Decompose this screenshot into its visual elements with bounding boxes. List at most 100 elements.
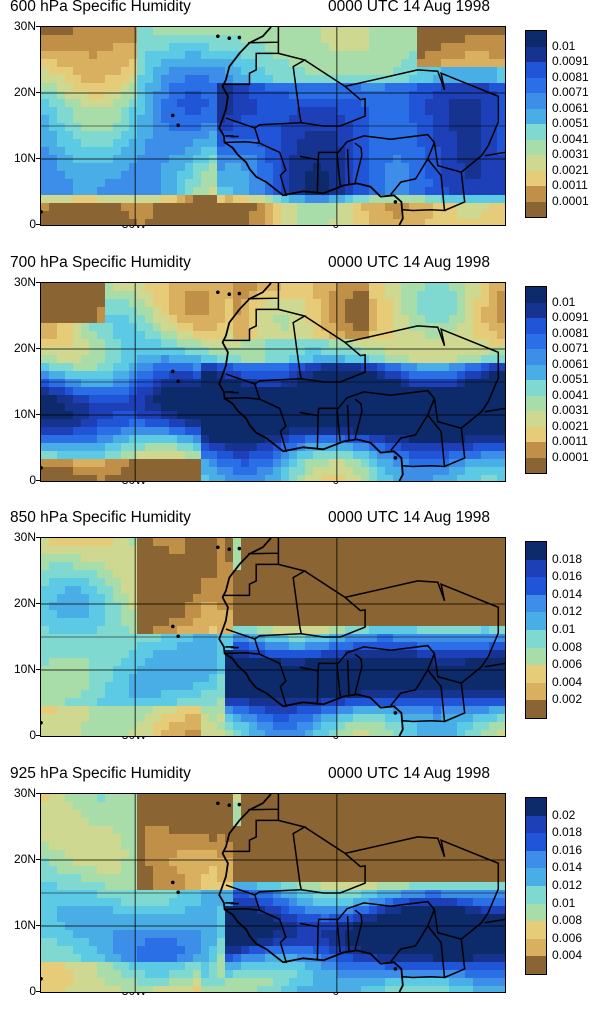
humidity-cell [353, 714, 362, 723]
humidity-cell [241, 195, 250, 204]
humidity-cell [313, 586, 322, 595]
humidity-cell [265, 443, 274, 452]
humidity-cell [393, 163, 402, 172]
humidity-cell [49, 850, 58, 859]
humidity-cell [105, 842, 114, 851]
humidity-cell [49, 147, 58, 156]
humidity-cell [273, 387, 282, 396]
humidity-cell [433, 570, 442, 579]
humidity-cell [201, 67, 210, 76]
humidity-cell [329, 578, 338, 587]
humidity-cell [129, 898, 138, 907]
humidity-cell [473, 299, 482, 308]
humidity-cell [57, 83, 66, 92]
humidity-cell [201, 682, 210, 691]
humidity-cell [273, 554, 282, 563]
humidity-cell [313, 626, 322, 635]
humidity-cell [81, 339, 90, 348]
humidity-cell [169, 339, 178, 348]
humidity-cell [329, 570, 338, 579]
humidity-cell [129, 698, 138, 707]
humidity-cell [121, 91, 130, 100]
humidity-cell [289, 546, 298, 555]
humidity-cell [65, 195, 74, 204]
humidity-cell [425, 682, 434, 691]
humidity-cell [417, 451, 426, 460]
humidity-cell [497, 387, 505, 396]
humidity-cell [57, 451, 66, 460]
humidity-cell [209, 323, 218, 332]
humidity-cell [441, 307, 450, 316]
humidity-cell [177, 347, 186, 356]
humidity-cell [193, 27, 202, 36]
humidity-cell [329, 395, 338, 404]
humidity-cell [97, 331, 106, 340]
humidity-cell [65, 618, 74, 627]
humidity-cell [473, 618, 482, 627]
humidity-cell [145, 546, 154, 555]
humidity-cell [369, 211, 378, 220]
humidity-cell [425, 99, 434, 108]
humidity-cell [177, 538, 186, 547]
humidity-cell [481, 419, 490, 428]
humidity-cell [433, 43, 442, 52]
humidity-cell [345, 43, 354, 52]
humidity-cell [441, 283, 450, 292]
humidity-cell [73, 83, 82, 92]
humidity-cell [161, 554, 170, 563]
humidity-cell [353, 443, 362, 452]
humidity-cell [153, 626, 162, 635]
humidity-cell [73, 347, 82, 356]
humidity-cell [233, 171, 242, 180]
humidity-cell [497, 658, 505, 667]
humidity-cell [185, 139, 194, 148]
humidity-cell [481, 538, 490, 547]
humidity-cell [81, 650, 90, 659]
humidity-cell [121, 826, 130, 835]
humidity-cell [361, 674, 370, 683]
humidity-cell [489, 467, 498, 476]
humidity-cell [361, 27, 370, 36]
humidity-cell [273, 203, 282, 212]
humidity-cell [113, 690, 122, 699]
humidity-cell [201, 195, 210, 204]
humidity-cell [121, 858, 130, 867]
humidity-cell [193, 363, 202, 372]
humidity-cell [329, 115, 338, 124]
humidity-cell [73, 443, 82, 452]
humidity-cell [105, 834, 114, 843]
humidity-cell [289, 427, 298, 436]
humidity-cell [313, 650, 322, 659]
humidity-cell [97, 379, 106, 388]
humidity-cell [465, 475, 474, 481]
humidity-cell [361, 307, 370, 316]
humidity-cell [105, 626, 114, 635]
humidity-cell [497, 435, 505, 444]
humidity-cell [321, 195, 330, 204]
humidity-cell [489, 163, 498, 172]
humidity-cell [409, 211, 418, 220]
humidity-cell [81, 51, 90, 60]
humidity-cell [273, 626, 282, 635]
humidity-cell [473, 291, 482, 300]
humidity-cell [305, 594, 314, 603]
humidity-cell [217, 403, 226, 412]
humidity-cell [41, 682, 50, 691]
colorbar-label: 0.0021 [552, 419, 589, 433]
humidity-cell [137, 83, 146, 92]
humidity-cell [465, 347, 474, 356]
humidity-cell [329, 419, 338, 428]
humidity-cell [97, 978, 106, 987]
humidity-cell [41, 67, 50, 76]
humidity-cell [89, 123, 98, 132]
humidity-cell [481, 714, 490, 723]
humidity-cell [137, 954, 146, 963]
humidity-cell [465, 427, 474, 436]
humidity-cell [129, 43, 138, 52]
humidity-cell [137, 962, 146, 971]
humidity-cell [97, 882, 106, 891]
humidity-cell [89, 363, 98, 372]
humidity-cell [217, 59, 226, 68]
humidity-cell [209, 467, 218, 476]
